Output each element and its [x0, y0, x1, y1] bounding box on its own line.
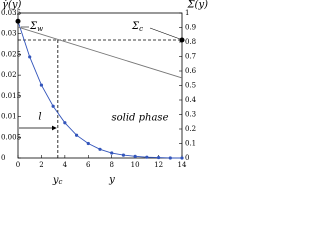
x-tick-label: 8	[109, 161, 113, 169]
series-point	[86, 141, 90, 146]
y2-tick-label: 0.1	[185, 140, 196, 148]
series-point	[180, 156, 184, 160]
y2-tick-label: 0.2	[185, 125, 196, 133]
series-point	[15, 18, 21, 24]
sigma-c-sub: c	[139, 25, 143, 33]
x-axis-label: y	[108, 175, 115, 186]
y2-axis-label: Σ(y)	[186, 0, 208, 11]
sigma-c-label: Σc	[131, 21, 143, 34]
sigma-w-sub: w	[37, 25, 43, 33]
y-tick-label: 0	[1, 154, 5, 162]
x-tick-label: 4	[63, 161, 68, 169]
y-tick-label: 0.03	[1, 30, 17, 38]
x-tick-label: 6	[86, 161, 91, 169]
y2-tick-label: 0.3	[185, 111, 196, 119]
y2-tick-label: 0.8	[185, 38, 196, 46]
y2-tick-label: 1	[185, 9, 189, 17]
series-point	[51, 104, 55, 108]
y2-tick-label: 0	[185, 154, 189, 162]
x-tick-label: 2	[39, 161, 43, 169]
y-axis-label: γ̇(y)	[2, 0, 22, 11]
y-tick-label: 0.005	[1, 133, 21, 141]
length-label: l	[38, 112, 41, 123]
series-point	[63, 121, 67, 125]
series-point	[133, 154, 137, 158]
series-point	[156, 155, 161, 160]
y-tick-label: 0.035	[1, 9, 21, 17]
y2-tick-label: 0.5	[185, 82, 196, 90]
y-tick-label: 0.01	[1, 113, 17, 121]
series-point	[39, 83, 44, 87]
series-point	[121, 153, 126, 157]
series-point	[98, 147, 102, 151]
series-point	[28, 55, 32, 59]
series-point	[74, 133, 79, 137]
y2-tick-label: 0.6	[185, 67, 197, 75]
sigma-c-pointer	[149, 27, 181, 40]
y2-tick-label: 0.9	[185, 24, 196, 32]
yc-sub: c	[58, 178, 62, 186]
length-box	[22, 110, 48, 124]
y-tick-label: 0.02	[1, 71, 17, 79]
y-tick-label: 0.025	[1, 50, 21, 58]
series-line	[17, 21, 182, 159]
chart: γ̇(y) Σ(y) y solid phase Σw Σc l yc 00.0…	[1, 0, 208, 187]
yc-symbol: y	[52, 175, 59, 186]
sigma-w-symbol: Σ	[29, 21, 38, 32]
region-label: solid phase	[112, 113, 169, 124]
yc-label: yc	[52, 175, 63, 187]
series-point	[145, 155, 149, 159]
critical-sigma-point	[179, 37, 185, 43]
y2-tick-label: 0.7	[185, 53, 196, 61]
series-point	[168, 156, 172, 160]
x-tick-label: 10	[131, 161, 140, 169]
series-line	[17, 26, 183, 79]
sigma-w-label: Σw	[29, 21, 43, 34]
y2-tick-label: 0.4	[185, 96, 197, 104]
x-tick-label: 14	[178, 161, 187, 169]
sigma-c-symbol: Σ	[131, 21, 140, 32]
y-tick-label: 0.015	[1, 92, 21, 100]
series-point	[110, 151, 114, 155]
x-tick-label: 0	[16, 161, 20, 169]
x-tick-label: 12	[154, 161, 163, 169]
